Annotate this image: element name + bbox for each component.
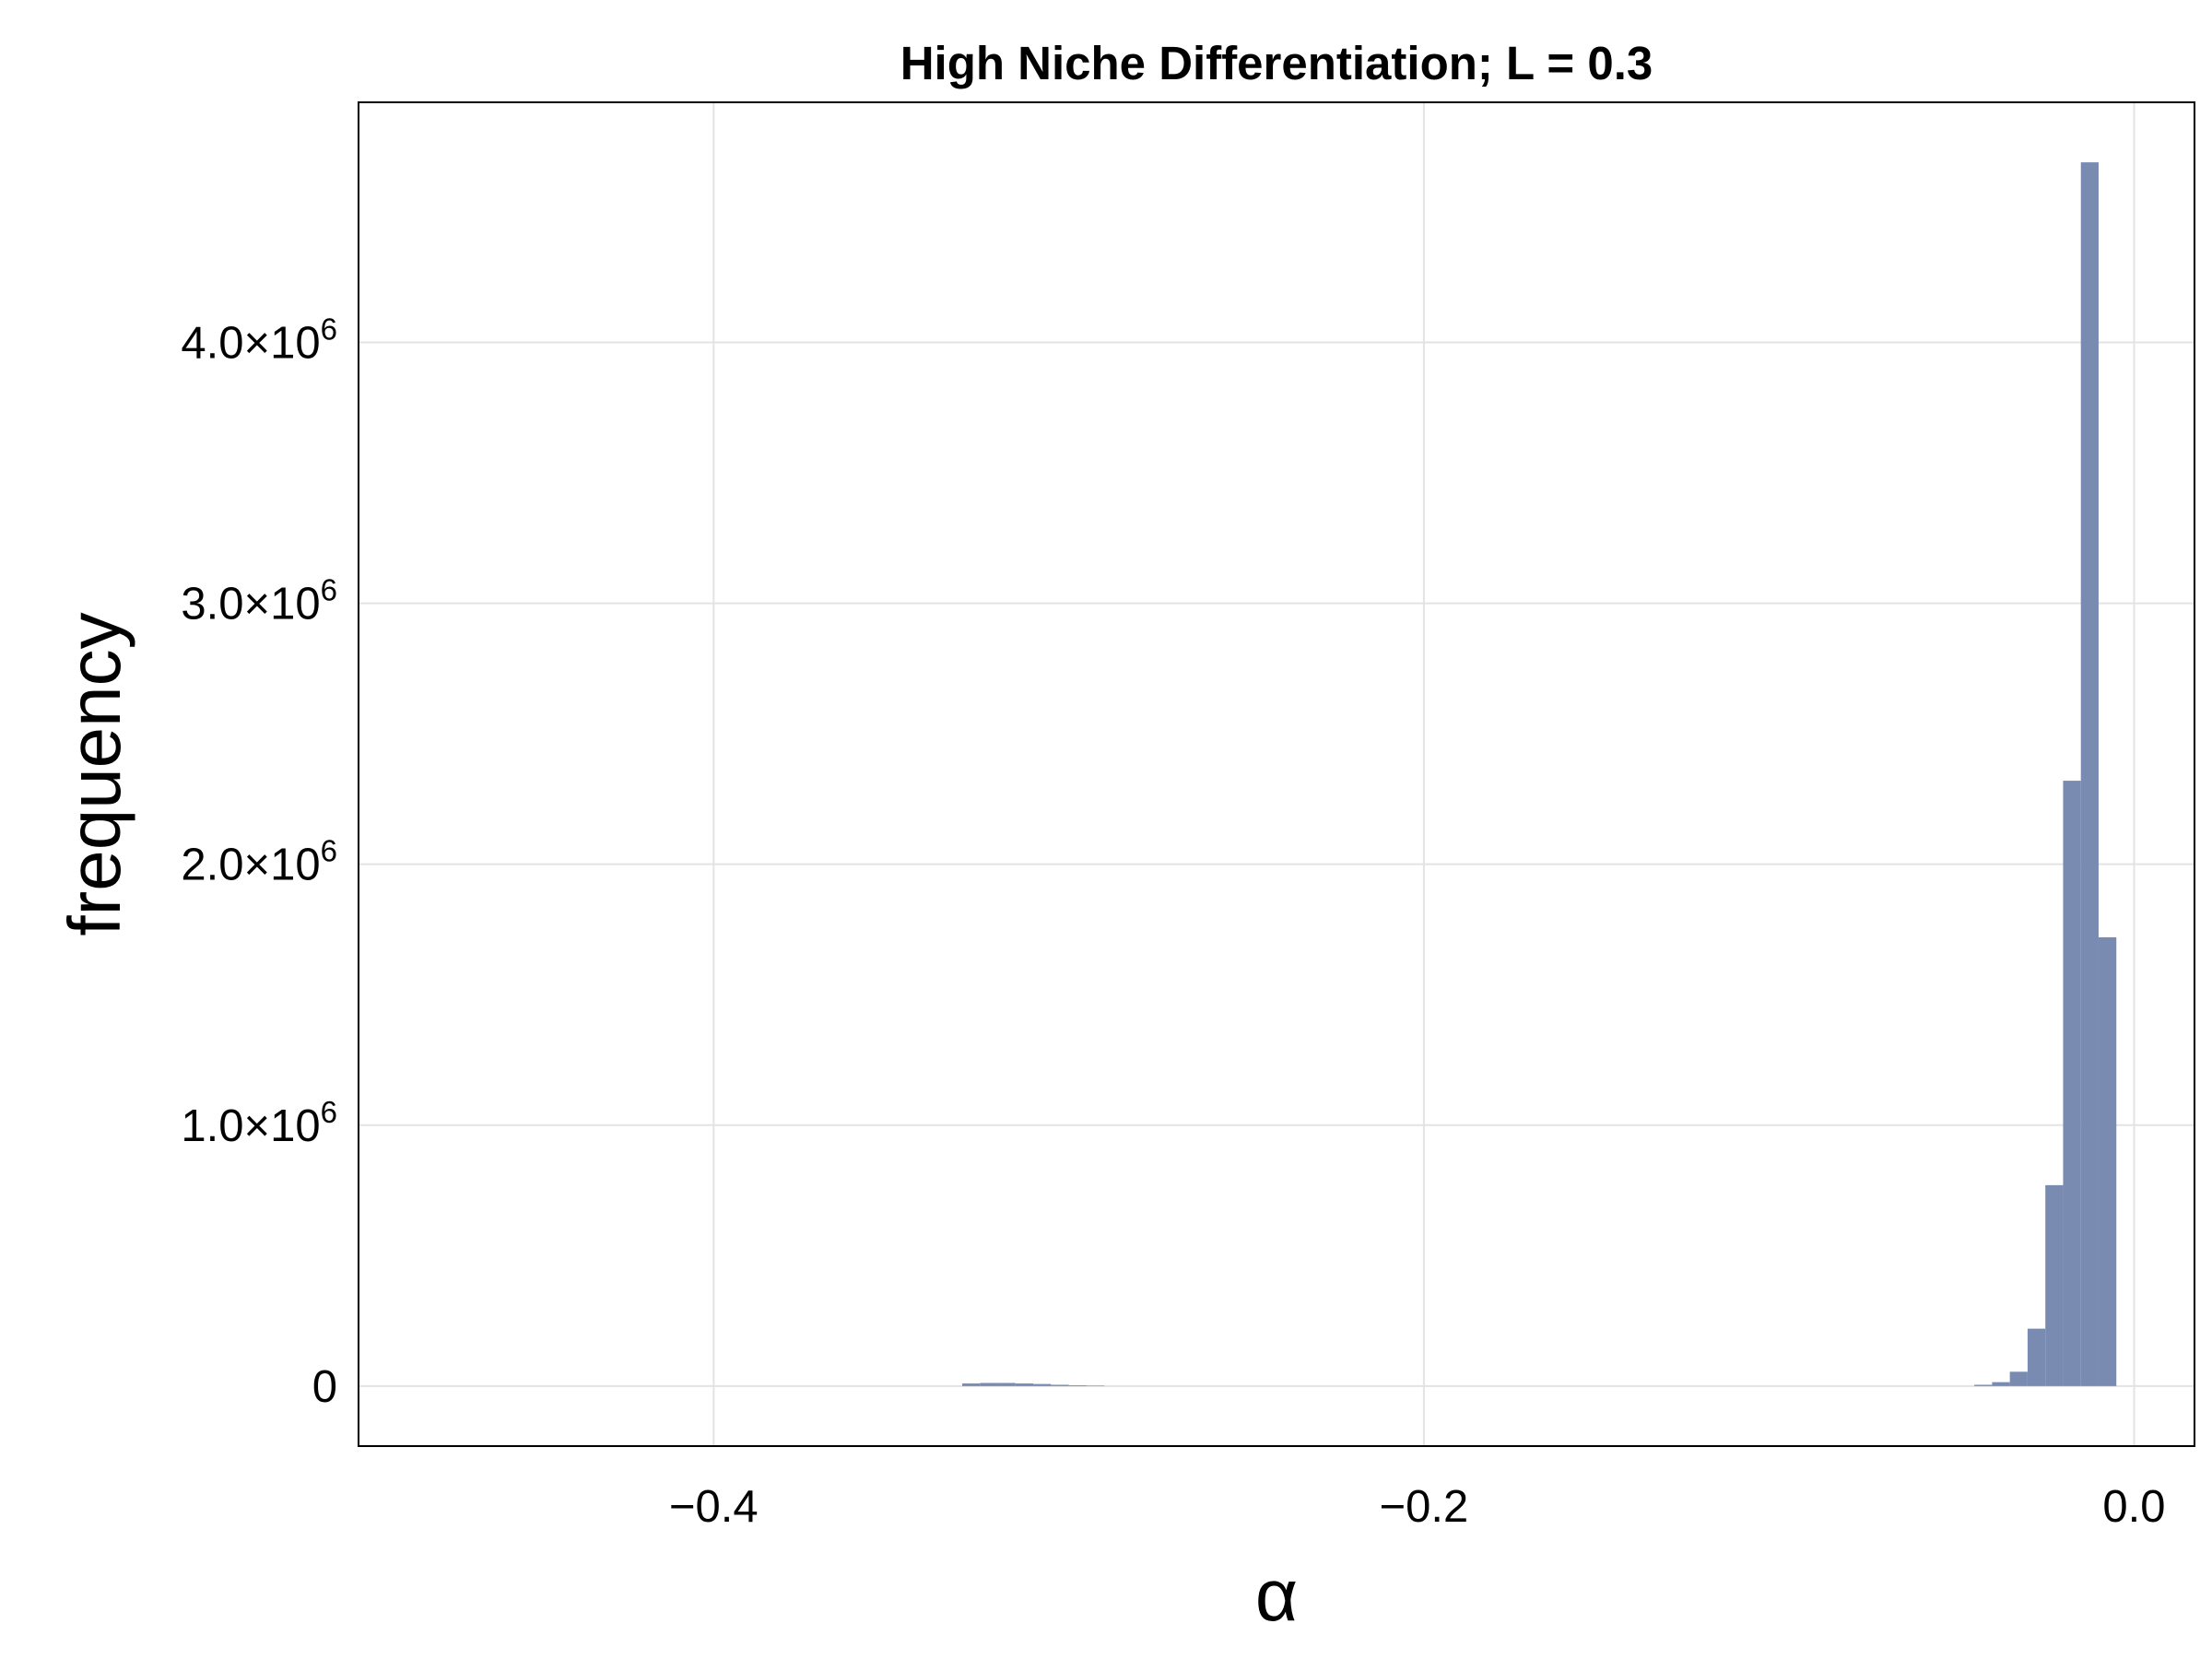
x-tick-label: −0.2 <box>1380 1482 1469 1532</box>
histogram-bar <box>2063 781 2081 1386</box>
histogram-bar <box>1974 1384 1993 1386</box>
histogram-bar <box>2098 936 2117 1386</box>
histogram-bar <box>2080 162 2099 1386</box>
histogram-bar <box>1051 1384 1069 1386</box>
x-axis-label: α <box>1255 1554 1298 1636</box>
x-axis-ticks: −0.4 −0.2 0.0 <box>669 1482 2166 1532</box>
histogram-bar <box>997 1382 1016 1386</box>
grid <box>359 102 2194 1446</box>
histogram-bar <box>1992 1382 2010 1386</box>
histogram-bar <box>962 1383 981 1386</box>
histogram-bar <box>1033 1383 1052 1386</box>
plot-frame <box>358 101 2195 1447</box>
histogram-bar <box>2027 1328 2046 1386</box>
histogram-bar <box>2009 1371 2028 1386</box>
y-tick-label: 0 <box>312 1362 337 1412</box>
x-tick-label: −0.4 <box>669 1482 759 1532</box>
x-tick-label: 0.0 <box>2102 1482 2165 1532</box>
histogram-bar <box>1086 1385 1105 1386</box>
histogram-bar <box>2045 1184 2064 1386</box>
y-tick-label: 1.0×106 <box>181 1095 337 1151</box>
y-axis-ticks: 0 1.0×106 2.0×106 3.0×106 4.0×106 <box>181 312 337 1411</box>
y-axis-label: frequency <box>53 612 135 935</box>
histogram-bar <box>980 1382 998 1386</box>
y-tick-label: 2.0×106 <box>181 834 337 890</box>
histogram-bar <box>1015 1383 1034 1386</box>
histogram-bar <box>1068 1385 1087 1386</box>
y-tick-label: 4.0×106 <box>181 312 337 368</box>
histogram-bars <box>962 162 2117 1386</box>
chart-title: High Niche Differentiation; L = 0.3 <box>900 37 1653 89</box>
y-tick-label: 3.0×106 <box>181 573 337 629</box>
